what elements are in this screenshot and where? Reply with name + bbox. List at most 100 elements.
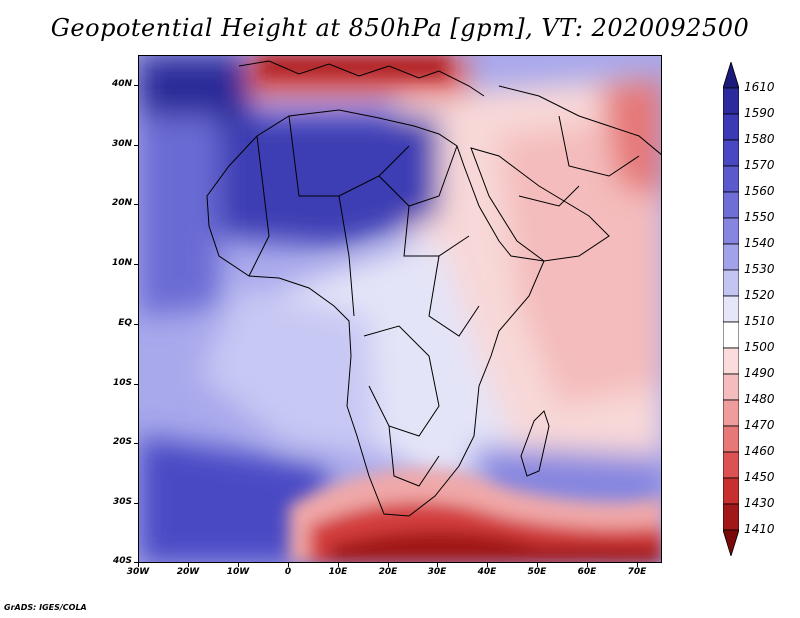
border-sahel: [338, 195, 355, 317]
lon-tick-0: [288, 563, 289, 567]
lon-label-70e: 70E: [627, 567, 647, 577]
africa-coast: [206, 109, 545, 517]
lat-label-eq: EQ: [118, 318, 132, 328]
colorbar-level-label: 1540: [744, 236, 775, 250]
colorbar-level-label: 1520: [744, 288, 775, 302]
lon-tick-30e: [437, 563, 438, 567]
colorbar-swatch: [723, 451, 739, 479]
lat-label-40n: 40N: [111, 79, 132, 89]
colorbar-level-label: 1610: [744, 80, 775, 94]
colorbar-swatch: [723, 139, 739, 167]
lat-label-40s: 40S: [112, 556, 132, 566]
colorbar-level-label: 1550: [744, 210, 775, 224]
colorbar-level-label: 1590: [744, 106, 775, 120]
lon-tick-10w: [238, 563, 239, 567]
lon-tick-70e: [637, 563, 638, 567]
colorbar-level-label: 1500: [744, 340, 775, 354]
field-light-atlantic: [199, 286, 379, 456]
border-southern-africa: [388, 425, 440, 487]
colorbar-swatch: [723, 113, 739, 141]
field-blue-atlantic: [139, 116, 219, 316]
colorbar-level-label: 1570: [744, 158, 775, 172]
lat-tick-30n: [134, 145, 138, 146]
field-layers: [139, 56, 661, 562]
lat-tick-10n: [134, 264, 138, 265]
field-blue-nw-atlantic: [139, 56, 249, 126]
lon-tick-20w: [188, 563, 189, 567]
colorbar-swatches: [723, 62, 739, 556]
colorbar-level-label: 1490: [744, 366, 775, 380]
lat-label-10s: 10S: [112, 378, 132, 388]
border-iran: [558, 115, 640, 177]
field-pink-arabia: [499, 116, 661, 406]
lon-label-60e: 60E: [577, 567, 597, 577]
lat-tick-eq: [134, 324, 138, 325]
lon-label-40e: 40E: [477, 567, 497, 577]
coastlines: [206, 60, 661, 517]
colorbar-level-label: 1530: [744, 262, 775, 276]
lon-tick-20e: [388, 563, 389, 567]
colorbar-swatch: [723, 165, 739, 193]
lat-label-20n: 20N: [111, 198, 132, 208]
colorbar-swatch: [723, 269, 739, 297]
map-plot-area: [138, 55, 662, 563]
lon-tick-60e: [587, 563, 588, 567]
colorbar-swatch: [723, 425, 739, 453]
lon-label-0: 0: [284, 567, 292, 577]
lat-label-30s: 30S: [112, 497, 132, 507]
border-sudan: [403, 205, 470, 257]
colorbar-level-label: 1480: [744, 392, 775, 406]
colorbar-swatch: [723, 191, 739, 219]
colorbar-swatch: [723, 321, 739, 349]
colorbar-swatch: [723, 503, 739, 531]
lat-tick-40n: [134, 85, 138, 86]
colorbar-level-label: 1430: [744, 496, 775, 510]
lat-tick-20s: [134, 443, 138, 444]
colorbar-swatch: [723, 477, 739, 505]
colorbar-level-label: 1450: [744, 470, 775, 484]
asia-coast: [498, 85, 661, 155]
colorbar-swatch: [723, 217, 739, 245]
arabia-coast: [470, 147, 610, 262]
colorbar-swatch: [723, 87, 739, 115]
colorbar-swatch: [723, 295, 739, 323]
colorbar-level-label: 1460: [744, 444, 775, 458]
lat-tick-10s: [134, 384, 138, 385]
height-field-map: [139, 56, 661, 562]
field-darkred-south: [329, 530, 661, 562]
lon-tick-30w: [138, 563, 139, 567]
border-libya-egypt: [378, 145, 458, 207]
lat-tick-30s: [134, 503, 138, 504]
colorbar-level-label: 1510: [744, 314, 775, 328]
lon-label-20w: 20W: [176, 567, 200, 577]
border-west-sahara: [248, 135, 270, 277]
lon-label-50e: 50E: [527, 567, 547, 577]
lon-label-30w: 30W: [126, 567, 150, 577]
lat-label-10n: 10N: [111, 258, 132, 268]
colorbar-swatch: [723, 243, 739, 271]
field-south-low: [259, 56, 661, 562]
colorbar-level-label: 1470: [744, 418, 775, 432]
lon-tick-40e: [487, 563, 488, 567]
lat-label-30n: 30N: [111, 139, 132, 149]
chart-title: Geopotential Height at 850hPa [gpm], VT:…: [50, 14, 750, 42]
border-arabia: [518, 185, 580, 207]
lon-tick-10e: [338, 563, 339, 567]
lon-tick-50e: [537, 563, 538, 567]
lon-label-10e: 10E: [328, 567, 348, 577]
colorbar-level-label: 1560: [744, 184, 775, 198]
field-darkred-med: [259, 56, 449, 78]
lon-label-20e: 20E: [378, 567, 398, 577]
border-east-africa: [428, 255, 480, 337]
colorbar-swatch: [723, 373, 739, 401]
lat-tick-20n: [134, 204, 138, 205]
colorbar-level-label: 1580: [744, 132, 775, 146]
colorbar-swatch: [723, 347, 739, 375]
europe-coast: [238, 60, 485, 97]
colorbar: [723, 62, 739, 556]
field-blue-south-atlantic: [139, 436, 329, 562]
madagascar-coast: [520, 410, 550, 477]
lon-label-30e: 30E: [427, 567, 447, 577]
colorbar-top-triangle: [723, 62, 739, 89]
lat-tick-40s: [134, 562, 138, 563]
